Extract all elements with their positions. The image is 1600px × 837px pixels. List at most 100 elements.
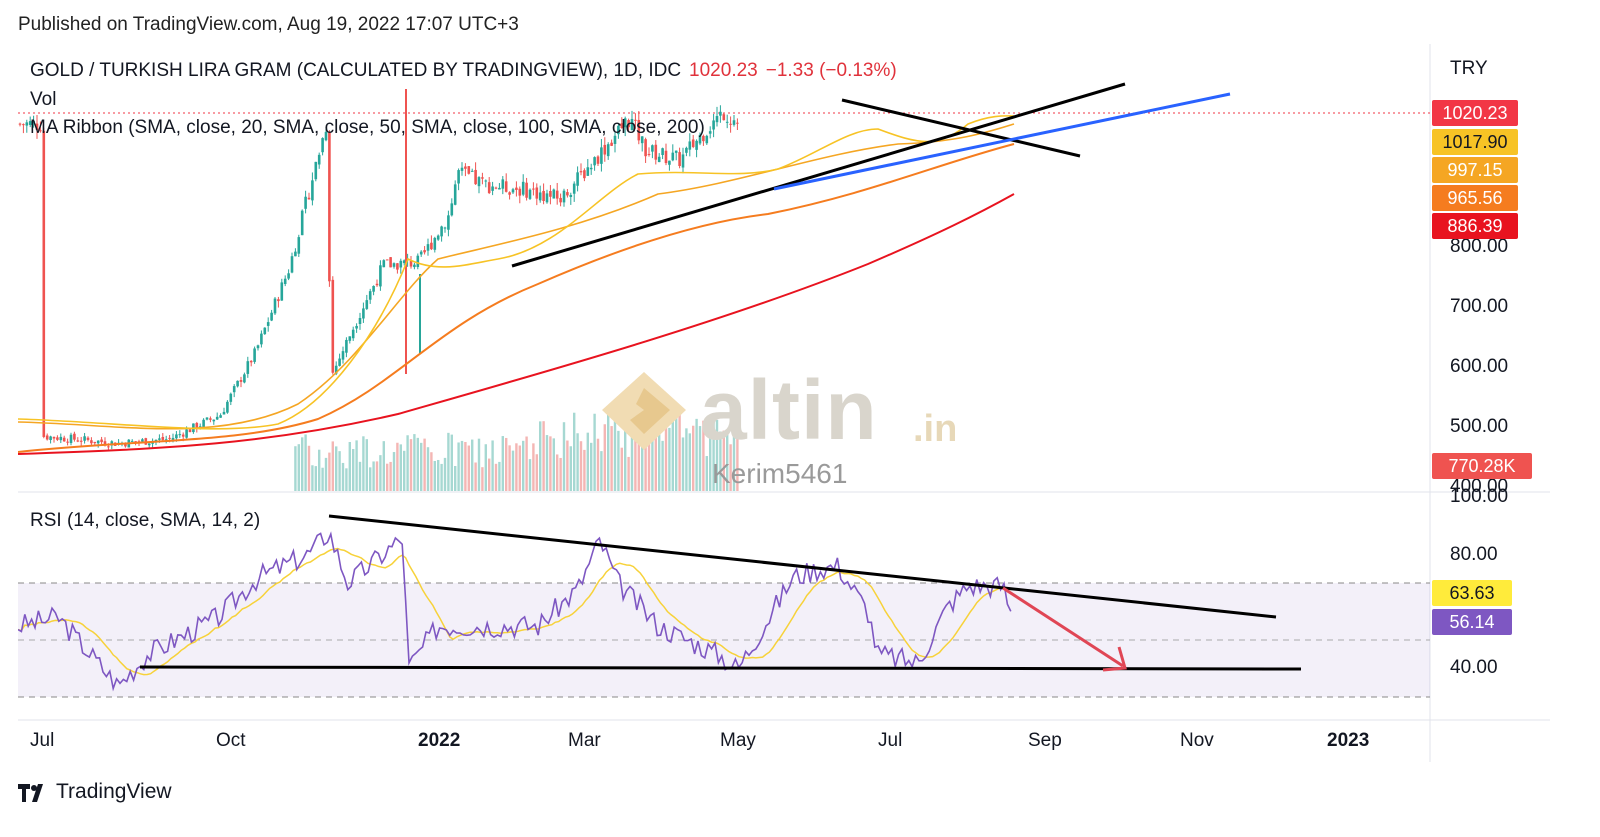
volume-bar <box>624 425 627 491</box>
y-tick-700: 700.00 <box>1450 296 1509 317</box>
volume-bar <box>562 422 566 491</box>
candle <box>443 227 447 229</box>
trendline-support-blue <box>773 92 1231 191</box>
volume-bar <box>732 405 736 491</box>
candle <box>725 121 729 123</box>
sma50-badge: 997.15 <box>1432 157 1518 183</box>
candle <box>39 130 42 132</box>
candle <box>328 132 331 282</box>
candle <box>576 172 579 186</box>
volume-bar <box>532 443 535 491</box>
candle <box>175 434 178 439</box>
candle <box>617 125 620 135</box>
candle <box>474 169 477 185</box>
tradingview-footer[interactable]: TradingView <box>18 780 172 804</box>
volume-bar <box>324 457 328 491</box>
candle <box>613 135 617 144</box>
candle <box>372 285 375 292</box>
candle <box>171 437 175 440</box>
volume-bar <box>664 427 668 491</box>
candle <box>511 189 515 193</box>
volume-bar <box>515 443 518 491</box>
volume-bar <box>474 462 477 491</box>
volume-bar <box>576 433 579 491</box>
volume-bar <box>613 401 617 491</box>
candle <box>154 439 158 442</box>
candle <box>501 179 505 189</box>
candle <box>334 365 338 374</box>
volume-bar <box>454 466 457 491</box>
rsi-legend[interactable]: RSI (14, close, SMA, 14, 2) <box>30 510 261 531</box>
volume-bar <box>318 449 321 491</box>
candle <box>280 282 284 301</box>
volume-bar <box>695 418 698 491</box>
candle <box>66 441 69 443</box>
candle <box>93 441 97 444</box>
volume-legend[interactable]: Vol <box>30 89 57 110</box>
candle <box>45 435 49 440</box>
candle <box>722 114 726 121</box>
candle <box>222 411 226 415</box>
candle <box>535 187 539 199</box>
candle <box>623 118 627 128</box>
volume-bar <box>692 425 695 491</box>
candle <box>549 190 552 197</box>
volume-bar <box>668 427 671 491</box>
candle <box>348 336 352 341</box>
candle <box>195 422 199 430</box>
candle <box>440 226 443 237</box>
volume-bar <box>392 452 396 491</box>
candle <box>603 144 607 155</box>
chart-frame[interactable] <box>18 44 1550 762</box>
volume-bar <box>654 416 657 491</box>
candle <box>555 190 559 199</box>
candle <box>294 251 297 257</box>
candle <box>392 263 396 267</box>
candle <box>729 123 732 125</box>
candle <box>368 291 372 300</box>
volume-bar <box>498 461 501 491</box>
volume-bar <box>467 445 470 491</box>
volume-bar <box>382 441 385 491</box>
sma200-badge: 886.39 <box>1432 213 1518 239</box>
candle <box>610 142 613 146</box>
volume-bar <box>505 437 508 491</box>
candle <box>375 283 379 286</box>
candle <box>491 186 494 191</box>
volume-bar <box>440 463 443 491</box>
candle <box>168 437 171 439</box>
rsi-tick-80: 80.00 <box>1450 544 1498 565</box>
candle <box>583 170 586 179</box>
symbol-legend[interactable]: GOLD / TURKISH LIRA GRAM (CALCULATED BY … <box>30 60 897 82</box>
candle <box>664 150 668 164</box>
volume-bar <box>661 440 664 491</box>
sma-50-line <box>18 123 1015 430</box>
watermark-author: Kerim5461 <box>712 458 848 489</box>
volume-bar <box>651 432 654 491</box>
volume-bar <box>688 433 691 491</box>
ma-ribbon-legend[interactable]: MA Ribbon (SMA, close, 20, SMA, close, 5… <box>30 117 705 138</box>
sma-100-line <box>18 143 1015 453</box>
volume-bar <box>681 437 685 491</box>
candle <box>542 190 545 201</box>
volume-bar <box>583 449 586 491</box>
candle <box>297 237 301 254</box>
volume-bar <box>471 439 474 491</box>
volume-bar <box>569 446 572 491</box>
volume-bar <box>372 461 375 491</box>
volume-bar <box>702 420 705 491</box>
candle <box>270 312 273 321</box>
candle <box>365 300 369 309</box>
candle <box>304 196 307 209</box>
volume-bar <box>539 421 542 491</box>
y-tick-600: 600.00 <box>1450 356 1509 377</box>
candle <box>596 156 600 164</box>
candle <box>552 189 556 199</box>
volume-bar <box>443 457 447 491</box>
candle <box>453 184 457 205</box>
candle <box>277 299 280 302</box>
volume-bar <box>549 436 552 491</box>
arrow-head-icon <box>1102 646 1127 672</box>
candle <box>56 437 59 440</box>
candle <box>457 170 460 184</box>
